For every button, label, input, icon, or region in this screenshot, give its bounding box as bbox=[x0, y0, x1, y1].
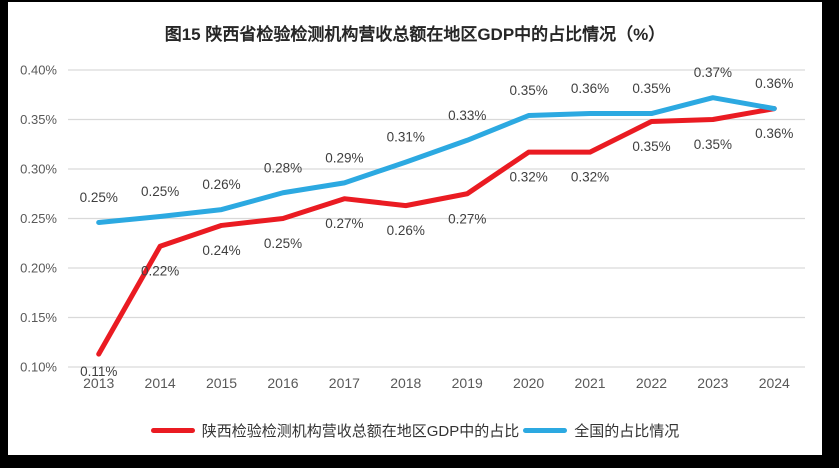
y-tick-label: 0.20% bbox=[20, 261, 57, 276]
legend-item-national: 全国的占比情况 bbox=[523, 420, 679, 441]
chart-legend: 陕西检验检测机构营收总额在地区GDP中的占比 全国的占比情况 bbox=[8, 420, 822, 441]
chart-panel: 图15 陕西省检验检测机构营收总额在地区GDP中的占比情况（%） 0.10% 0.… bbox=[8, 2, 822, 455]
legend-item-shaanxi: 陕西检验检测机构营收总额在地区GDP中的占比 bbox=[150, 420, 520, 441]
x-tick-label: 2023 bbox=[697, 375, 728, 391]
legend-label-national: 全国的占比情况 bbox=[574, 423, 680, 440]
data-label: 0.36% bbox=[755, 76, 793, 91]
data-label: 0.27% bbox=[325, 216, 363, 231]
data-label: 0.32% bbox=[571, 170, 609, 185]
x-tick-label: 2021 bbox=[574, 375, 605, 391]
blue-line-swatch-icon bbox=[523, 428, 568, 433]
data-label: 0.28% bbox=[264, 160, 302, 175]
x-tick-label: 2019 bbox=[452, 375, 483, 391]
y-tick-label: 0.10% bbox=[20, 360, 57, 375]
chart-title: 图15 陕西省检验检测机构营收总额在地区GDP中的占比情况（%） bbox=[164, 25, 666, 44]
data-label: 0.26% bbox=[387, 223, 425, 238]
x-tick-label: 2015 bbox=[206, 375, 237, 391]
legend-label-shaanxi: 陕西检验检测机构营收总额在地区GDP中的占比 bbox=[201, 423, 520, 440]
series-line bbox=[96, 106, 777, 357]
data-label: 0.25% bbox=[80, 190, 118, 205]
data-label: 0.27% bbox=[448, 211, 486, 226]
data-label: 0.36% bbox=[571, 81, 609, 96]
data-label: 0.33% bbox=[448, 108, 486, 123]
x-tick-label: 2016 bbox=[267, 375, 298, 391]
y-tick-label: 0.35% bbox=[20, 112, 57, 127]
data-label: 0.11% bbox=[80, 364, 117, 379]
x-tick-label: 2018 bbox=[390, 375, 421, 391]
data-label: 0.35% bbox=[632, 81, 670, 96]
data-label: 0.22% bbox=[141, 264, 179, 279]
data-label: 0.25% bbox=[264, 236, 302, 251]
data-label: 0.36% bbox=[755, 126, 793, 141]
x-tick-label: 2017 bbox=[329, 375, 360, 391]
y-tick-label: 0.15% bbox=[20, 310, 57, 325]
data-label: 0.26% bbox=[202, 177, 240, 192]
x-tick-label: 2020 bbox=[513, 375, 544, 391]
data-label: 0.31% bbox=[387, 130, 425, 145]
x-tick-label: 2013 bbox=[83, 375, 114, 391]
data-label: 0.32% bbox=[509, 170, 547, 185]
y-tick-label: 0.25% bbox=[20, 211, 57, 226]
chart-canvas: 0.10% 0.15% 0.20% 0.25% 0.30% 0.35% 0.40% 2013 2… bbox=[20, 63, 805, 391]
data-label: 0.24% bbox=[202, 243, 240, 258]
y-tick-label: 0.30% bbox=[20, 162, 57, 177]
data-label: 0.25% bbox=[141, 184, 179, 199]
data-label: 0.35% bbox=[632, 139, 670, 154]
x-tick-label: 2014 bbox=[145, 375, 176, 391]
y-tick-label: 0.40% bbox=[20, 63, 57, 78]
data-label: 0.35% bbox=[694, 137, 732, 152]
data-label: 0.35% bbox=[509, 83, 547, 98]
x-tick-label: 2022 bbox=[636, 375, 667, 391]
data-label: 0.29% bbox=[325, 150, 363, 165]
series-line bbox=[96, 95, 777, 225]
red-line-swatch-icon bbox=[150, 428, 195, 433]
x-tick-label: 2024 bbox=[759, 375, 790, 391]
data-label: 0.37% bbox=[694, 65, 732, 80]
